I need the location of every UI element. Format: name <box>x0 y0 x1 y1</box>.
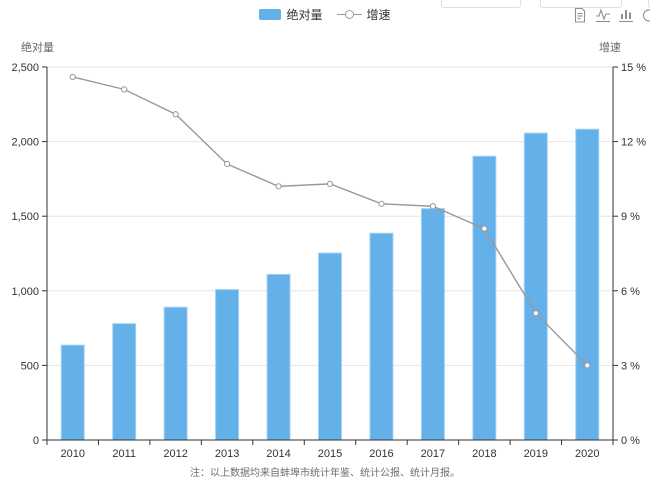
chart-toolbox <box>572 7 650 24</box>
x-axis-label-2019: 2019 <box>524 448 548 460</box>
line-marker-2018[interactable] <box>481 225 488 232</box>
restore-icon[interactable] <box>641 7 650 24</box>
x-axis-label-2017: 2017 <box>421 448 445 460</box>
line-marker-2010[interactable] <box>69 73 76 81</box>
bar-2011[interactable] <box>112 323 137 441</box>
x-axis-label-2018: 2018 <box>472 448 496 460</box>
right-axis-tick-label: 12 % <box>621 137 646 149</box>
data-source-note: 注：以上数据均来自蚌埠市统计年鉴、统计公报、统计月报。 <box>190 468 460 479</box>
line-marker-2019[interactable] <box>532 310 539 317</box>
bar-2012[interactable] <box>163 306 188 441</box>
cropped-top-box <box>540 0 622 8</box>
left-axis-title: 绝对量 <box>21 42 54 54</box>
bar-2016[interactable] <box>369 232 394 441</box>
bar-series-swatch-icon <box>259 9 282 20</box>
legend-label: 增速 <box>366 8 391 22</box>
right-axis-tick-label: 9 % <box>621 211 640 223</box>
line-marker-2014[interactable] <box>275 183 282 190</box>
bar-2018[interactable] <box>472 155 497 441</box>
legend-item-bar-series[interactable]: 绝对量 <box>259 6 323 23</box>
line-series-marker-icon <box>336 9 362 20</box>
data-view-icon[interactable] <box>572 7 588 24</box>
x-axis-label-2013: 2013 <box>215 448 239 460</box>
switch-to-bar-chart-icon[interactable] <box>618 7 634 24</box>
switch-to-line-chart-icon[interactable] <box>595 7 611 24</box>
x-axis-label-2016: 2016 <box>369 448 393 460</box>
right-axis-title: 增速 <box>599 42 621 54</box>
bar-2020[interactable] <box>575 128 600 441</box>
left-axis-tick-label: 1,000 <box>11 286 39 298</box>
left-axis-tick-label: 2,500 <box>11 62 39 74</box>
line-marker-2020[interactable] <box>584 362 591 369</box>
line-marker-2011[interactable] <box>121 86 128 93</box>
left-axis-tick-label: 1,500 <box>11 211 39 223</box>
bar-2014[interactable] <box>266 273 291 441</box>
x-axis-label-2020: 2020 <box>575 448 599 460</box>
left-axis-tick-label: 2,000 <box>11 137 39 149</box>
x-axis-label-2015: 2015 <box>318 448 342 460</box>
bar-2015[interactable] <box>318 252 342 441</box>
left-axis-tick-label: 500 <box>21 360 39 372</box>
x-axis-label-2012: 2012 <box>163 448 187 460</box>
x-axis-label-2011: 2011 <box>112 448 136 460</box>
line-marker-2015[interactable] <box>326 180 334 187</box>
left-axis-tick-label: 0 <box>33 435 39 447</box>
line-marker-2012[interactable] <box>172 111 179 118</box>
x-axis-label-2014: 2014 <box>266 448 290 460</box>
line-marker-2013[interactable] <box>223 160 231 168</box>
bar-2017[interactable] <box>420 208 445 441</box>
line-marker-2017[interactable] <box>429 203 437 210</box>
line-marker-2016[interactable] <box>378 200 385 207</box>
chart-legend: 绝对量 增速 <box>0 6 650 23</box>
bar-2013[interactable] <box>215 289 240 441</box>
bar-2019[interactable] <box>523 132 548 441</box>
right-axis-tick-label: 3 % <box>621 360 640 372</box>
right-axis-tick-label: 15 % <box>621 62 646 74</box>
cropped-top-box <box>441 0 521 8</box>
right-axis-tick-label: 0 % <box>621 435 640 447</box>
x-axis-label-2010: 2010 <box>60 448 84 460</box>
legend-label: 绝对量 <box>286 8 323 22</box>
legend-item-line-series[interactable]: 增速 <box>336 6 391 23</box>
cropped-top-box <box>648 0 650 8</box>
bar-2010[interactable] <box>60 344 85 441</box>
right-axis-tick-label: 6 % <box>621 286 640 298</box>
